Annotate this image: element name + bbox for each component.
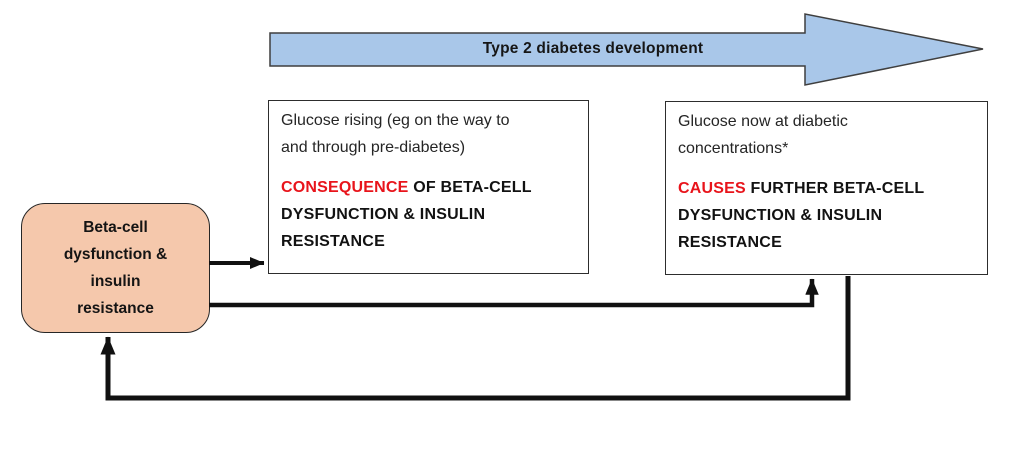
- connector-feedback-to-stage2-arrow: [209, 278, 819, 308]
- stage2-emphasis-red-word: CAUSES: [678, 180, 746, 197]
- stage2-intro-line2: concentrations*: [678, 140, 789, 157]
- feedback-box-line3: insulin: [90, 273, 141, 290]
- feedback-box: Beta-cell dysfunction & insulin resistan…: [21, 203, 210, 333]
- stage1-emphasis-red-word: CONSEQUENCE: [281, 179, 409, 196]
- feedback-box-line2: dysfunction &: [63, 246, 168, 263]
- flow-arrow-label: Type 2 diabetes development: [482, 40, 704, 57]
- stage2-box: Glucose now at diabetic concentrations* …: [665, 101, 988, 275]
- feedback-box-line4: resistance: [77, 300, 154, 317]
- stage1-emphasis-line3: RESISTANCE: [281, 233, 385, 250]
- stage2-emphasis-line2: DYSFUNCTION & INSULIN: [678, 207, 883, 224]
- connector-stage2-to-feedback-arrow: [100, 276, 851, 401]
- stage2-intro-line1: Glucose now at diabetic: [678, 113, 848, 130]
- stage1-intro-line2: and through pre-diabetes): [281, 139, 466, 156]
- stage1-intro-line1: Glucose rising (eg on the way to: [281, 112, 510, 129]
- stage2-emphasis-line1-rest: FURTHER BETA-CELL: [745, 180, 925, 197]
- stage2-emphasis: CAUSES FURTHER BETA-CELL DYSFUNCTION & I…: [678, 175, 975, 256]
- feedback-box-line1: Beta-cell: [83, 219, 148, 236]
- stage1-emphasis-line1-rest: OF BETA-CELL: [408, 179, 532, 196]
- stage1-emphasis: CONSEQUENCE OF BETA-CELL DYSFUNCTION & I…: [281, 174, 576, 255]
- stage1-emphasis-line2: DYSFUNCTION & INSULIN: [281, 206, 486, 223]
- stage2-emphasis-line3: RESISTANCE: [678, 234, 782, 251]
- stage1-box: Glucose rising (eg on the way to and thr…: [268, 100, 589, 274]
